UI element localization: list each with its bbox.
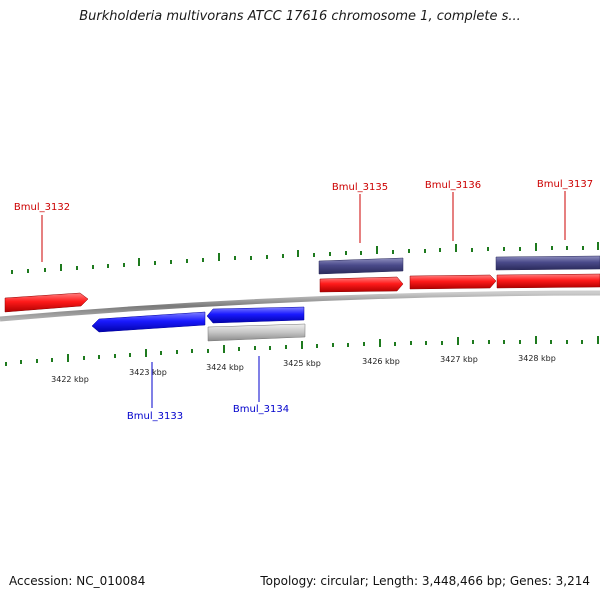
scale-label-3424: 3424 kbp xyxy=(206,363,244,372)
scale-label-3425: 3425 kbp xyxy=(283,359,321,368)
map-title: Burkholderia multivorans ATCC 17616 chro… xyxy=(79,9,521,24)
operon-feature-1[interactable] xyxy=(318,257,404,275)
gene-bmul-3134[interactable] xyxy=(206,306,305,324)
pseudogene-feature[interactable] xyxy=(207,323,306,342)
scale-label-3422: 3422 kbp xyxy=(51,375,89,384)
accession-text: Accession: NC_010084 xyxy=(9,574,146,588)
gene-bmul-3133[interactable] xyxy=(91,311,206,333)
scale-label-3427: 3427 kbp xyxy=(440,355,478,364)
label-bmul-3133[interactable]: Bmul_3133 xyxy=(127,411,183,422)
reverse-tick-marks xyxy=(5,336,599,366)
scale-label-3423: 3423 kbp xyxy=(129,368,167,377)
label-bmul-3134[interactable]: Bmul_3134 xyxy=(233,404,289,415)
genome-summary-text: Topology: circular; Length: 3,448,466 bp… xyxy=(260,574,590,588)
chromosome-backbone xyxy=(0,290,600,322)
label-bmul-3132[interactable]: Bmul_3132 xyxy=(14,202,70,213)
gene-bmul-3135[interactable] xyxy=(319,276,404,293)
label-bmul-3136[interactable]: Bmul_3136 xyxy=(425,180,481,191)
gene-bmul-3132[interactable] xyxy=(4,292,89,313)
scale-label-3426: 3426 kbp xyxy=(362,357,400,366)
gene-bmul-3137[interactable] xyxy=(496,273,600,289)
label-bmul-3135[interactable]: Bmul_3135 xyxy=(332,182,388,193)
operon-feature-2[interactable] xyxy=(495,255,600,271)
label-bmul-3137[interactable]: Bmul_3137 xyxy=(537,179,593,190)
forward-tick-marks xyxy=(11,242,599,274)
gene-bmul-3136[interactable] xyxy=(409,274,497,290)
scale-label-3428: 3428 kbp xyxy=(518,354,556,363)
